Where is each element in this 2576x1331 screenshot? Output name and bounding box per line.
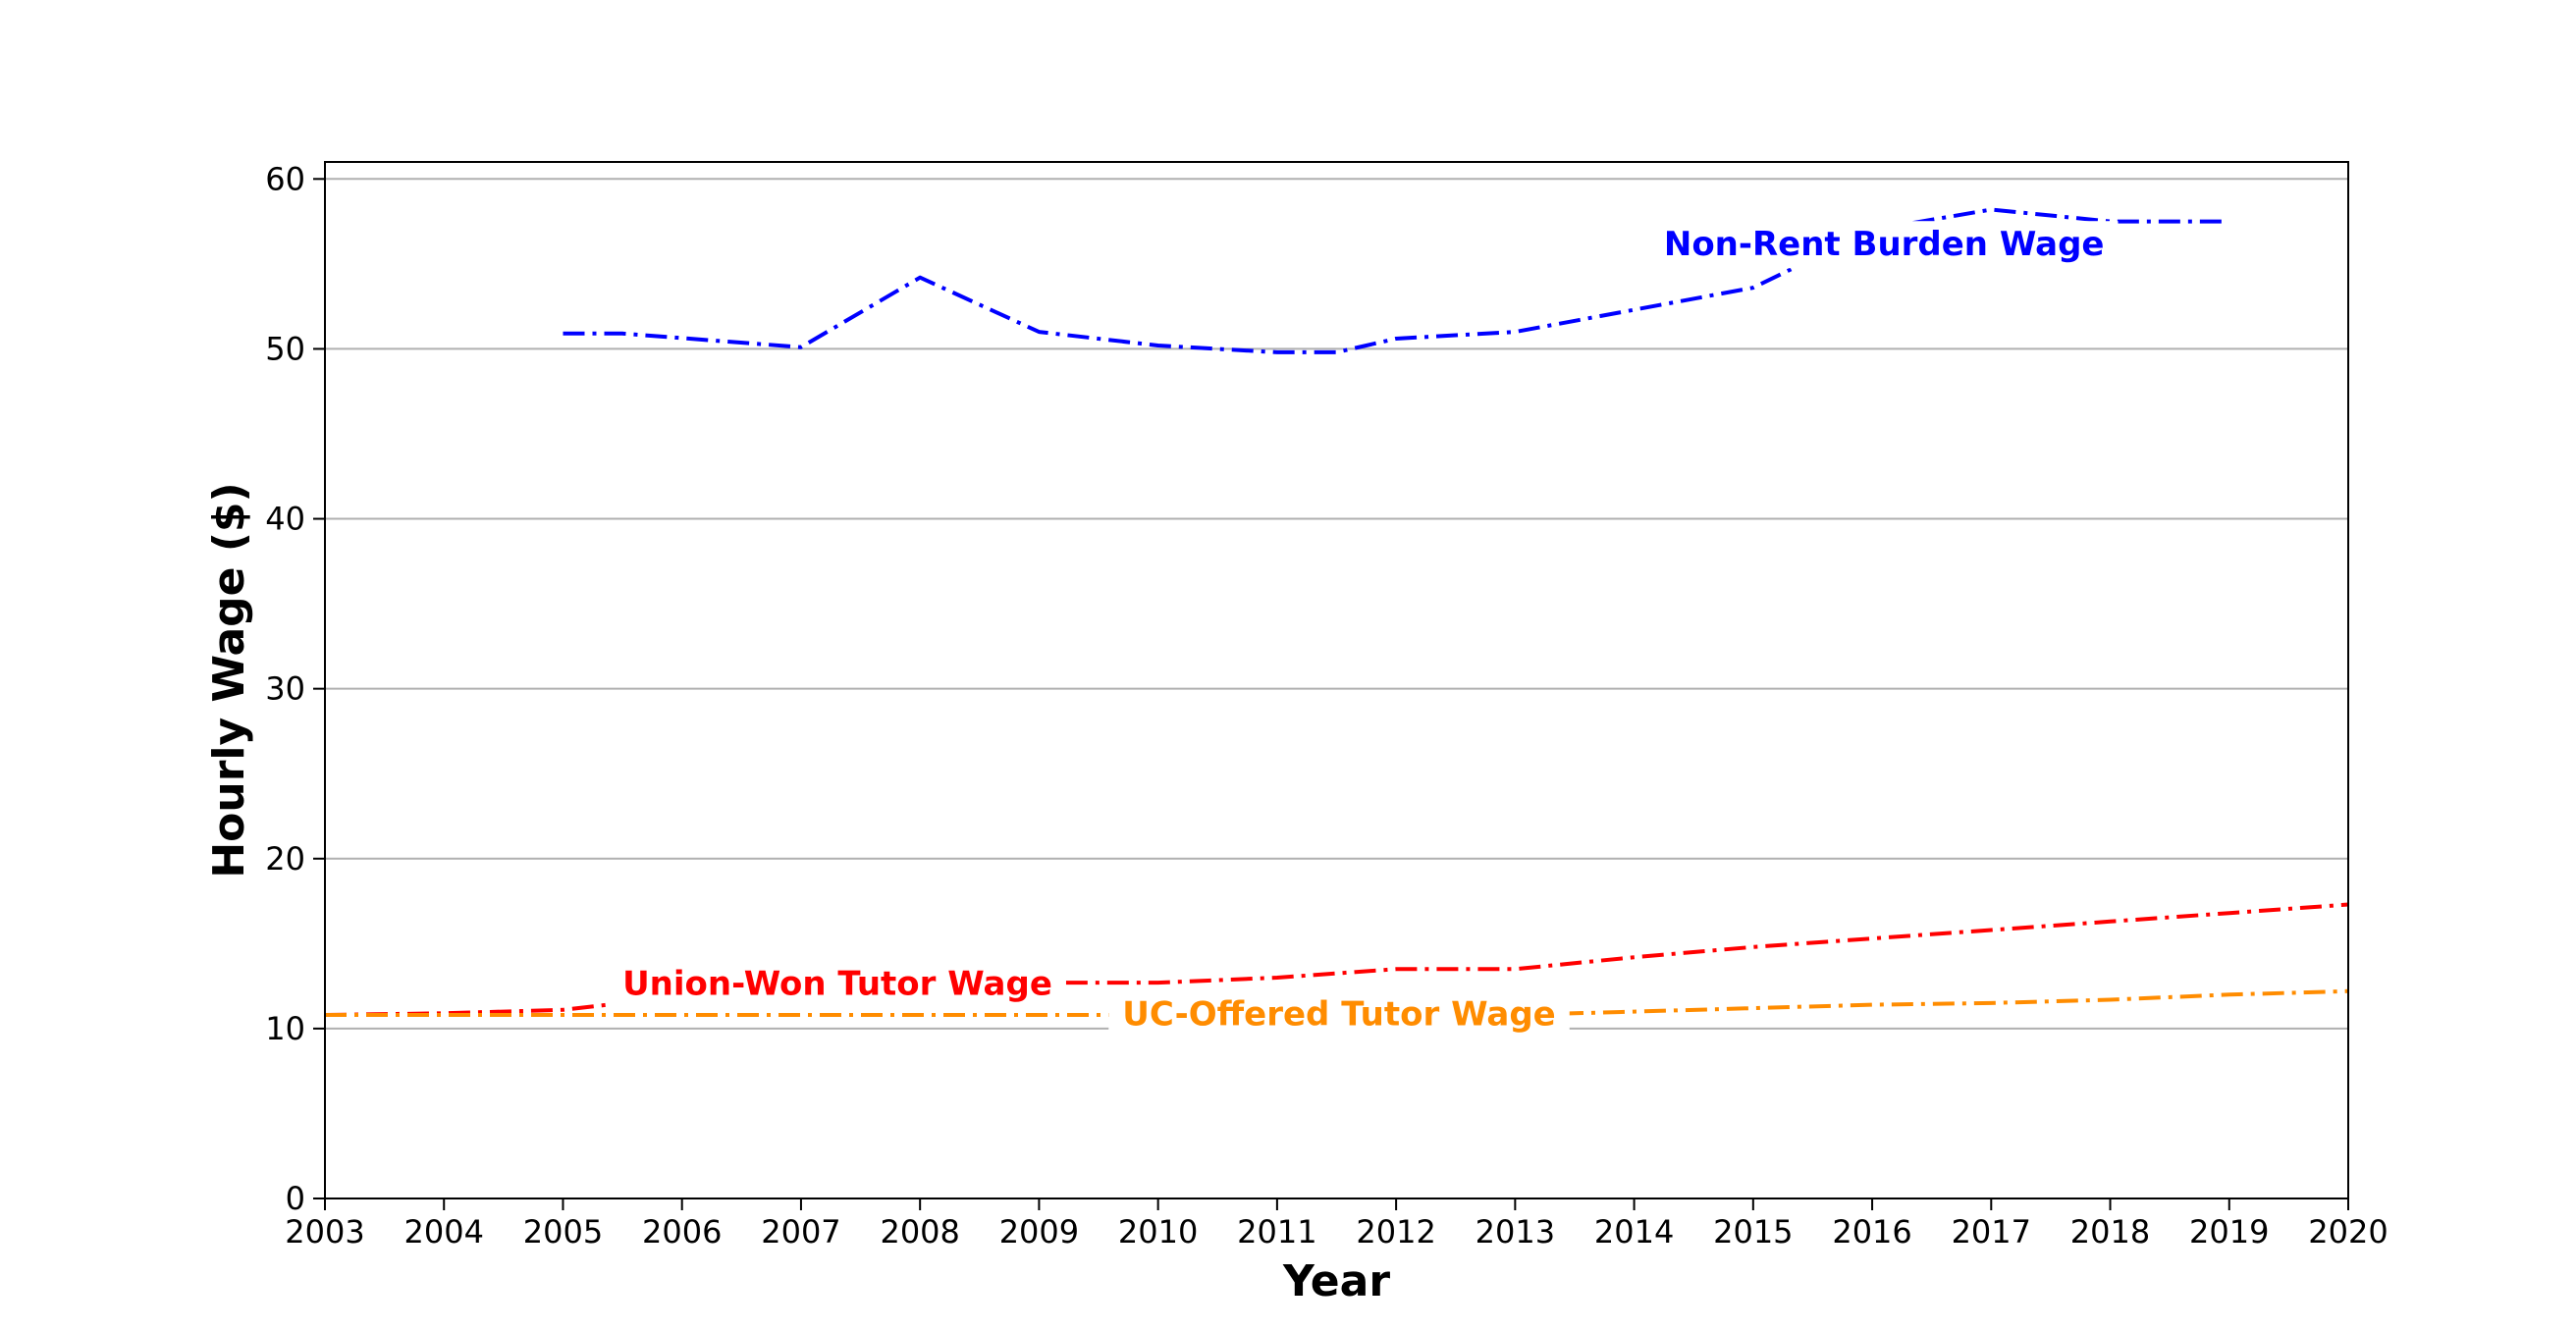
x-tick-label: 2013 (1476, 1213, 1555, 1251)
x-tick-label: 2016 (1832, 1213, 1911, 1251)
x-tick-label: 2018 (2070, 1213, 2150, 1251)
series-label-background (609, 960, 1066, 1008)
plot-frame (324, 161, 2349, 1199)
x-tick-label: 2014 (1594, 1213, 1674, 1251)
x-tick-label: 2020 (2308, 1213, 2388, 1251)
x-tick-label: 2017 (1952, 1213, 2031, 1251)
series-label-group: Non-Rent Burden Wage (1649, 221, 2119, 269)
series-label-background (1649, 221, 2119, 269)
y-tick-label: 60 (265, 160, 305, 197)
series-line (563, 207, 2229, 354)
x-axis-title: Year (1282, 1256, 1390, 1306)
series-label-group: Union-Won Tutor Wage (609, 960, 1066, 1008)
y-tick-label: 20 (265, 840, 305, 878)
x-tick-label: 2003 (285, 1213, 364, 1251)
series-label: Non-Rent Burden Wage (1664, 225, 2105, 264)
y-tick-label: 10 (265, 1010, 305, 1047)
series-label: Union-Won Tutor Wage (622, 964, 1052, 1003)
x-tick-label: 2015 (1713, 1213, 1793, 1251)
y-axis: 0 10 20 30 40 50 60 (265, 160, 325, 1217)
grid-lines (325, 178, 2348, 1030)
series-label-background (1108, 990, 1570, 1038)
y-axis-title: Hourly Wage ($) (204, 482, 254, 878)
y-tick-label: 50 (265, 330, 305, 367)
x-tick-label: 2010 (1118, 1213, 1198, 1251)
x-tick-label: 2005 (523, 1213, 603, 1251)
series-label-group: UC-Offered Tutor Wage (1108, 990, 1570, 1038)
x-tick-label: 2009 (999, 1213, 1079, 1251)
x-tick-label: 2006 (642, 1213, 722, 1251)
x-tick-label: 2011 (1237, 1213, 1316, 1251)
x-tick-label: 2019 (2189, 1213, 2269, 1251)
y-tick-label: 40 (265, 501, 305, 538)
y-tick-label: 30 (265, 670, 305, 708)
x-tick-label: 2008 (880, 1213, 959, 1251)
x-tick-label: 2012 (1356, 1213, 1435, 1251)
x-tick-label: 2004 (404, 1213, 484, 1251)
series-labels: Non-Rent Burden Wage Union-Won Tutor Wage… (609, 221, 2119, 1038)
series-label: UC-Offered Tutor Wage (1122, 994, 1555, 1034)
y-tick-label: 0 (286, 1180, 305, 1217)
x-axis: 2003 2004 2005 2006 2007 2008 2009 2010 2011 2012… (285, 1198, 2388, 1251)
series-line (325, 988, 2349, 1017)
x-tick-label: 2007 (761, 1213, 840, 1251)
